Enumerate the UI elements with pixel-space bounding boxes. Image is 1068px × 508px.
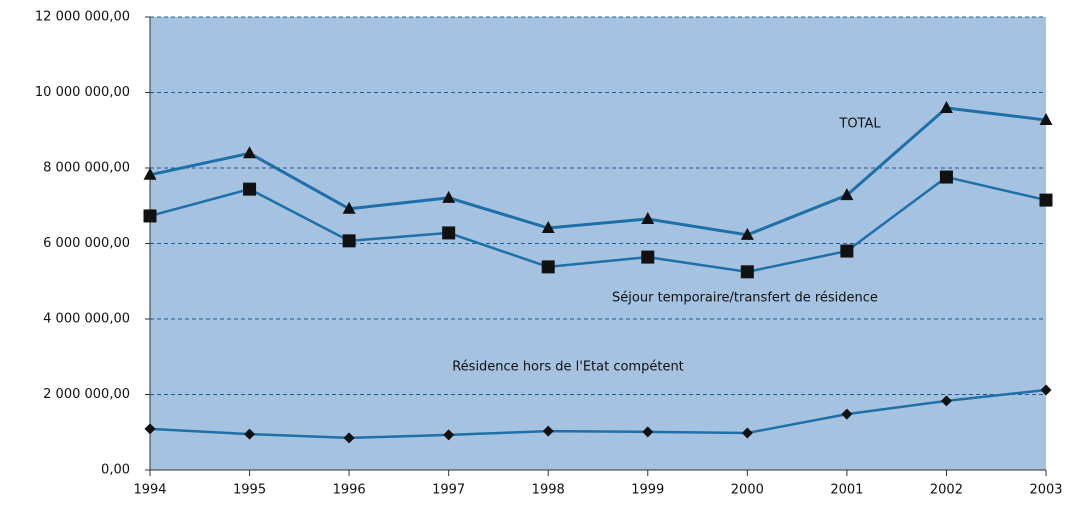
x-tick-label: 1999 xyxy=(631,483,664,498)
marker xyxy=(243,182,257,196)
marker xyxy=(740,227,754,240)
marker xyxy=(342,201,356,214)
marker xyxy=(243,146,257,159)
series-line xyxy=(149,106,1047,237)
series-label: Résidence hors de l'Etat compétent xyxy=(452,360,684,375)
series-label: Séjour temporaire/transfert de résidence xyxy=(612,291,878,306)
marker xyxy=(641,250,655,264)
marker xyxy=(244,428,256,440)
marker xyxy=(1039,193,1053,207)
y-tick-label: 0,00 xyxy=(101,463,130,478)
marker xyxy=(442,226,456,240)
marker xyxy=(541,221,555,234)
y-tick-label: 10 000 000,00 xyxy=(35,85,130,100)
y-tick-label: 12 000 000,00 xyxy=(35,10,130,25)
marker xyxy=(143,209,157,223)
series-label: TOTAL xyxy=(838,117,881,132)
marker xyxy=(143,167,157,180)
marker xyxy=(741,427,753,439)
marker xyxy=(841,408,853,420)
marker xyxy=(939,170,953,184)
x-tick-label: 2000 xyxy=(731,483,764,498)
x-tick-label: 1996 xyxy=(333,483,366,498)
marker xyxy=(443,429,455,441)
marker xyxy=(740,265,754,279)
marker xyxy=(442,190,456,203)
marker xyxy=(840,244,854,258)
marker xyxy=(1040,384,1052,396)
series-line xyxy=(149,175,1047,274)
marker xyxy=(342,234,356,248)
marker xyxy=(840,188,854,201)
series-line xyxy=(149,388,1047,440)
marker xyxy=(144,423,156,435)
marker xyxy=(939,100,953,113)
x-tick-label: 2001 xyxy=(830,483,863,498)
x-tick-label: 1998 xyxy=(532,483,565,498)
marker xyxy=(541,260,555,274)
marker xyxy=(642,426,654,438)
x-tick-label: 2003 xyxy=(1029,483,1062,498)
x-tick-label: 1995 xyxy=(233,483,266,498)
marker xyxy=(1039,113,1053,126)
x-tick-label: 1997 xyxy=(432,483,465,498)
marker xyxy=(343,432,355,444)
marker xyxy=(542,425,554,437)
y-tick-label: 2 000 000,00 xyxy=(43,387,130,402)
y-tick-label: 4 000 000,00 xyxy=(43,312,130,327)
x-tick-label: 1994 xyxy=(133,483,166,498)
marker xyxy=(641,211,655,224)
marker xyxy=(940,395,952,407)
y-tick-label: 8 000 000,00 xyxy=(43,161,130,176)
x-tick-label: 2002 xyxy=(930,483,963,498)
y-tick-label: 6 000 000,00 xyxy=(43,236,130,251)
